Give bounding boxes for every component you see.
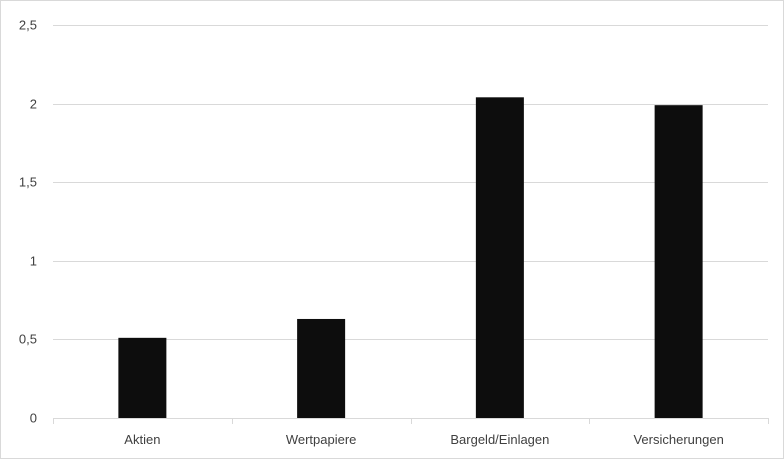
y-tick-label: 2: [30, 97, 37, 112]
y-tick-label: 2,5: [19, 18, 37, 33]
bar: [475, 97, 524, 418]
y-tick-label: 1: [30, 254, 37, 269]
x-tick-label: Aktien: [124, 432, 160, 447]
bar: [118, 337, 167, 418]
y-tick-label: 1,5: [19, 175, 37, 190]
y-tick-label: 0: [30, 411, 37, 426]
x-tick-label: Wertpapiere: [286, 432, 357, 447]
y-tick-label: 0,5: [19, 332, 37, 347]
bar: [297, 318, 346, 418]
bar: [654, 105, 703, 418]
x-tick-label: Versicherungen: [633, 432, 723, 447]
x-tick-label: Bargeld/Einlagen: [450, 432, 549, 447]
